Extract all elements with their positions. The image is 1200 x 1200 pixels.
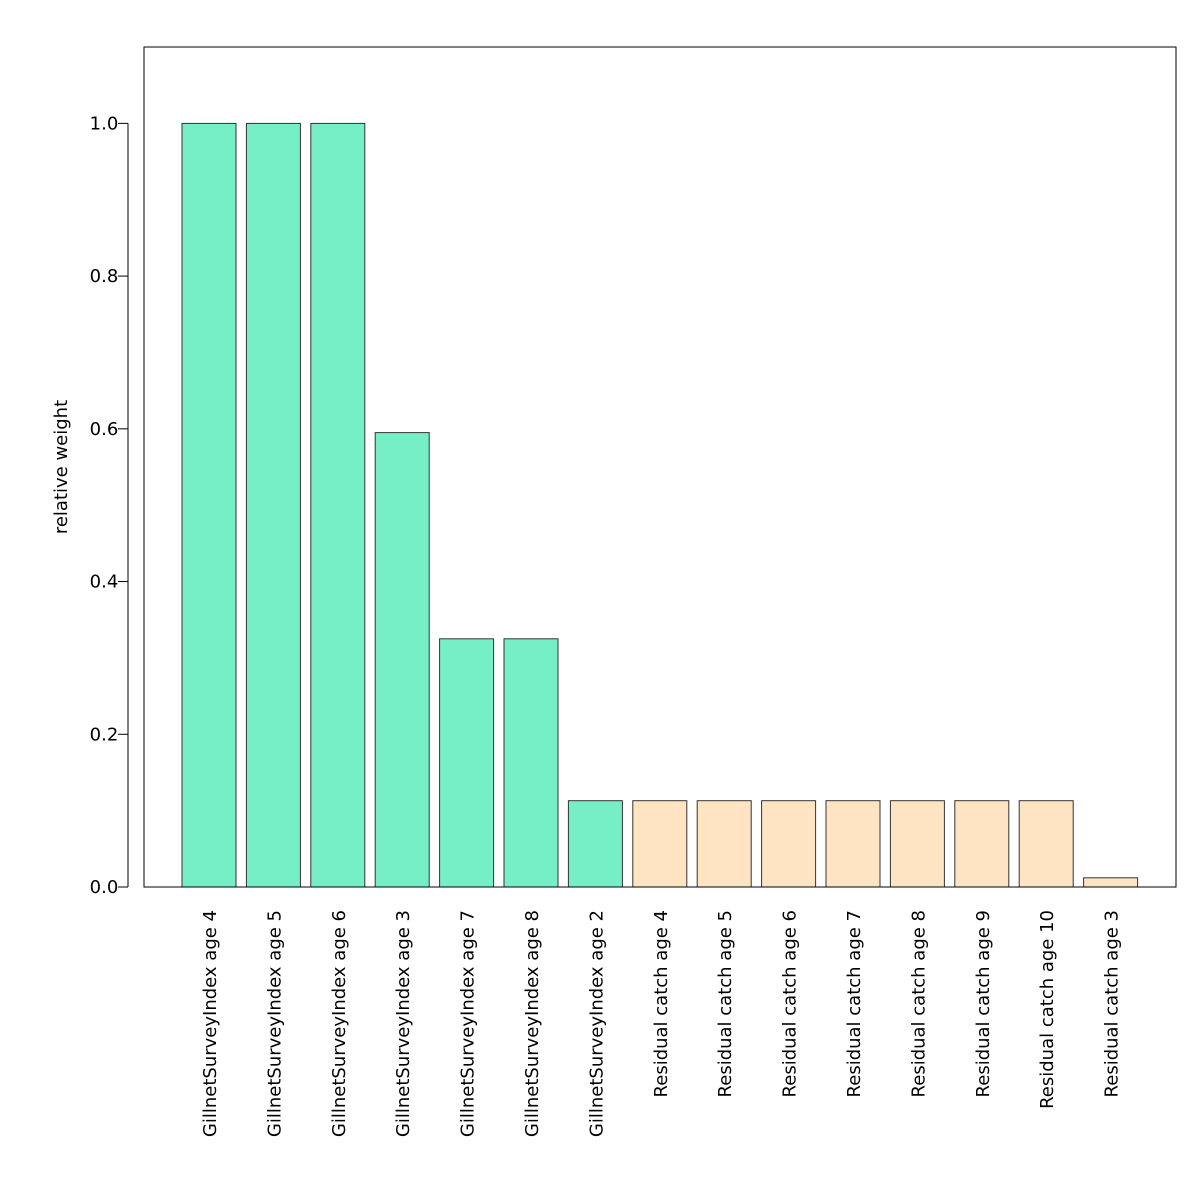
y-tick-label-0: 0.0: [90, 877, 119, 898]
y-axis: 0.0 0.2 0.4 0.6 0.8 1.0: [90, 113, 129, 898]
x-tick-label-8: Residual catch age 4: [651, 910, 672, 1097]
plot-frame: [143, 46, 1177, 888]
x-tick-label-3: GillnetSurveyIndex age 6: [329, 910, 350, 1137]
bar-3: [310, 122, 366, 888]
bar-13: [954, 800, 1010, 888]
bar-1: [181, 122, 237, 888]
bar-12: [889, 800, 945, 888]
x-tick-label-14: Residual catch age 10: [1037, 910, 1058, 1109]
bar-9: [696, 800, 752, 888]
bar-14: [1018, 800, 1074, 888]
x-tick-label-7: GillnetSurveyIndex age 2: [586, 910, 607, 1137]
x-tick-label-15: Residual catch age 3: [1102, 910, 1123, 1097]
bar-10: [761, 800, 817, 888]
bar-5: [439, 638, 495, 888]
x-tick-label-1: GillnetSurveyIndex age 4: [200, 910, 221, 1137]
y-tick-label-4: 0.8: [90, 266, 119, 287]
bar-2: [245, 122, 301, 888]
x-tick-label-10: Residual catch age 6: [780, 910, 801, 1097]
y-tick-label-2: 0.4: [90, 572, 119, 593]
bar-7: [567, 800, 623, 888]
bars-layer: [181, 122, 1139, 888]
y-tick-label-5: 1.0: [90, 113, 119, 134]
bar-6: [503, 638, 559, 888]
y-tick-label-1: 0.2: [90, 724, 119, 745]
x-tick-label-13: Residual catch age 9: [973, 910, 994, 1097]
bar-11: [825, 800, 881, 888]
y-tick-label-3: 0.6: [90, 419, 119, 440]
y-axis-title: relative weight: [51, 400, 72, 534]
x-tick-label-11: Residual catch age 7: [844, 910, 865, 1097]
bar-4: [374, 432, 430, 888]
bar-8: [632, 800, 688, 888]
x-tick-label-12: Residual catch age 8: [908, 910, 929, 1097]
bar-15: [1083, 877, 1139, 888]
x-tick-label-6: GillnetSurveyIndex age 8: [522, 910, 543, 1137]
x-tick-label-2: GillnetSurveyIndex age 5: [264, 910, 285, 1137]
x-axis-labels: GillnetSurveyIndex age 4 GillnetSurveyInd…: [200, 910, 1123, 1137]
x-tick-label-9: Residual catch age 5: [715, 910, 736, 1097]
x-tick-label-5: GillnetSurveyIndex age 7: [458, 910, 479, 1137]
x-tick-label-4: GillnetSurveyIndex age 3: [393, 910, 414, 1137]
